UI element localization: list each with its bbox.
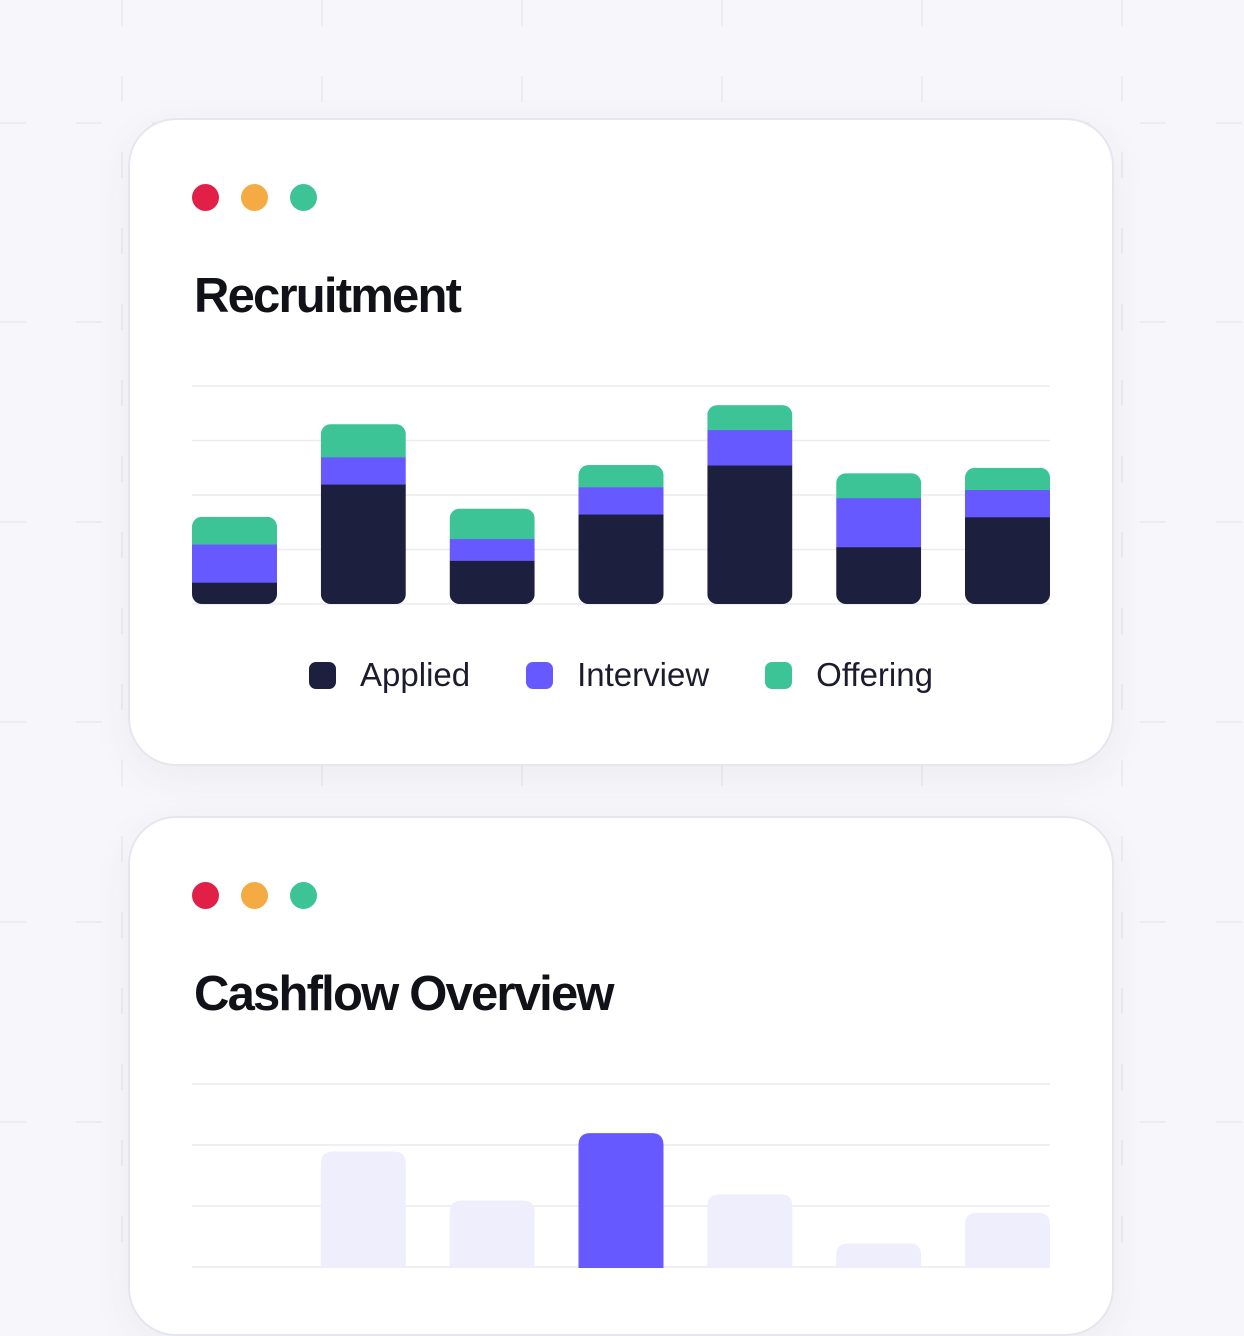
legend-label-interview: Interview <box>577 656 710 693</box>
cashflow-card: Cashflow Overview <box>128 816 1114 1336</box>
window-controls <box>192 184 317 211</box>
bar-segment-interview <box>192 544 277 583</box>
legend-item-offering: Offering <box>765 656 933 694</box>
maximize-dot[interactable] <box>290 882 317 909</box>
bar <box>707 1194 793 1268</box>
cashflow-title: Cashflow Overview <box>194 967 615 1021</box>
bar-segment-interview <box>707 429 793 466</box>
bar-segment-applied <box>320 484 406 604</box>
stacked-bar <box>192 516 277 604</box>
bar <box>449 1200 535 1268</box>
bar-segment-interview <box>578 486 664 515</box>
bar-segment-interview <box>320 456 406 485</box>
legend-swatch-offering <box>765 661 793 689</box>
bar <box>320 1151 406 1268</box>
stacked-bar <box>320 424 406 604</box>
bar-segment-applied <box>707 465 793 604</box>
bar-segment-applied <box>836 546 922 604</box>
recruitment-chart <box>192 385 1050 605</box>
stacked-bar <box>836 473 922 604</box>
maximize-dot[interactable] <box>290 184 317 211</box>
minimize-dot[interactable] <box>241 882 268 909</box>
bar-segment-applied <box>192 582 277 604</box>
bar-segment-offering <box>836 473 922 499</box>
bar-segment-applied <box>965 516 1050 604</box>
bar <box>965 1212 1050 1268</box>
bar-segment-interview <box>836 497 922 548</box>
legend-label-applied: Applied <box>360 656 471 693</box>
recruitment-legend: Applied Interview Offering <box>130 656 1112 694</box>
bar-segment-offering <box>449 508 535 540</box>
close-dot[interactable] <box>192 184 219 211</box>
bar-segment-applied <box>578 514 664 604</box>
stacked-bar <box>707 405 793 604</box>
stacked-bar <box>449 508 535 604</box>
recruitment-title: Recruitment <box>194 269 462 323</box>
legend-item-interview: Interview <box>526 656 709 694</box>
bar-segment-offering <box>965 467 1050 491</box>
legend-item-applied: Applied <box>309 656 470 694</box>
bar-segment-interview <box>449 538 535 561</box>
close-dot[interactable] <box>192 882 219 909</box>
window-controls <box>192 882 317 909</box>
bar-segment-offering <box>707 405 793 431</box>
minimize-dot[interactable] <box>241 184 268 211</box>
bar-segment-interview <box>965 489 1050 518</box>
bar <box>836 1243 922 1268</box>
recruitment-card: Recruitment Applied Interview Offering <box>128 118 1114 766</box>
bar-segment-offering <box>192 516 277 545</box>
bar-segment-offering <box>578 465 664 488</box>
legend-label-offering: Offering <box>816 656 933 693</box>
bar-segment-applied <box>449 560 535 604</box>
legend-swatch-interview <box>526 661 554 689</box>
cashflow-chart <box>192 1083 1050 1268</box>
legend-swatch-applied <box>309 661 337 689</box>
bar-segment-offering <box>320 424 406 458</box>
stacked-bar <box>578 465 664 604</box>
bar-highlighted <box>578 1133 664 1268</box>
stacked-bar <box>965 467 1050 604</box>
